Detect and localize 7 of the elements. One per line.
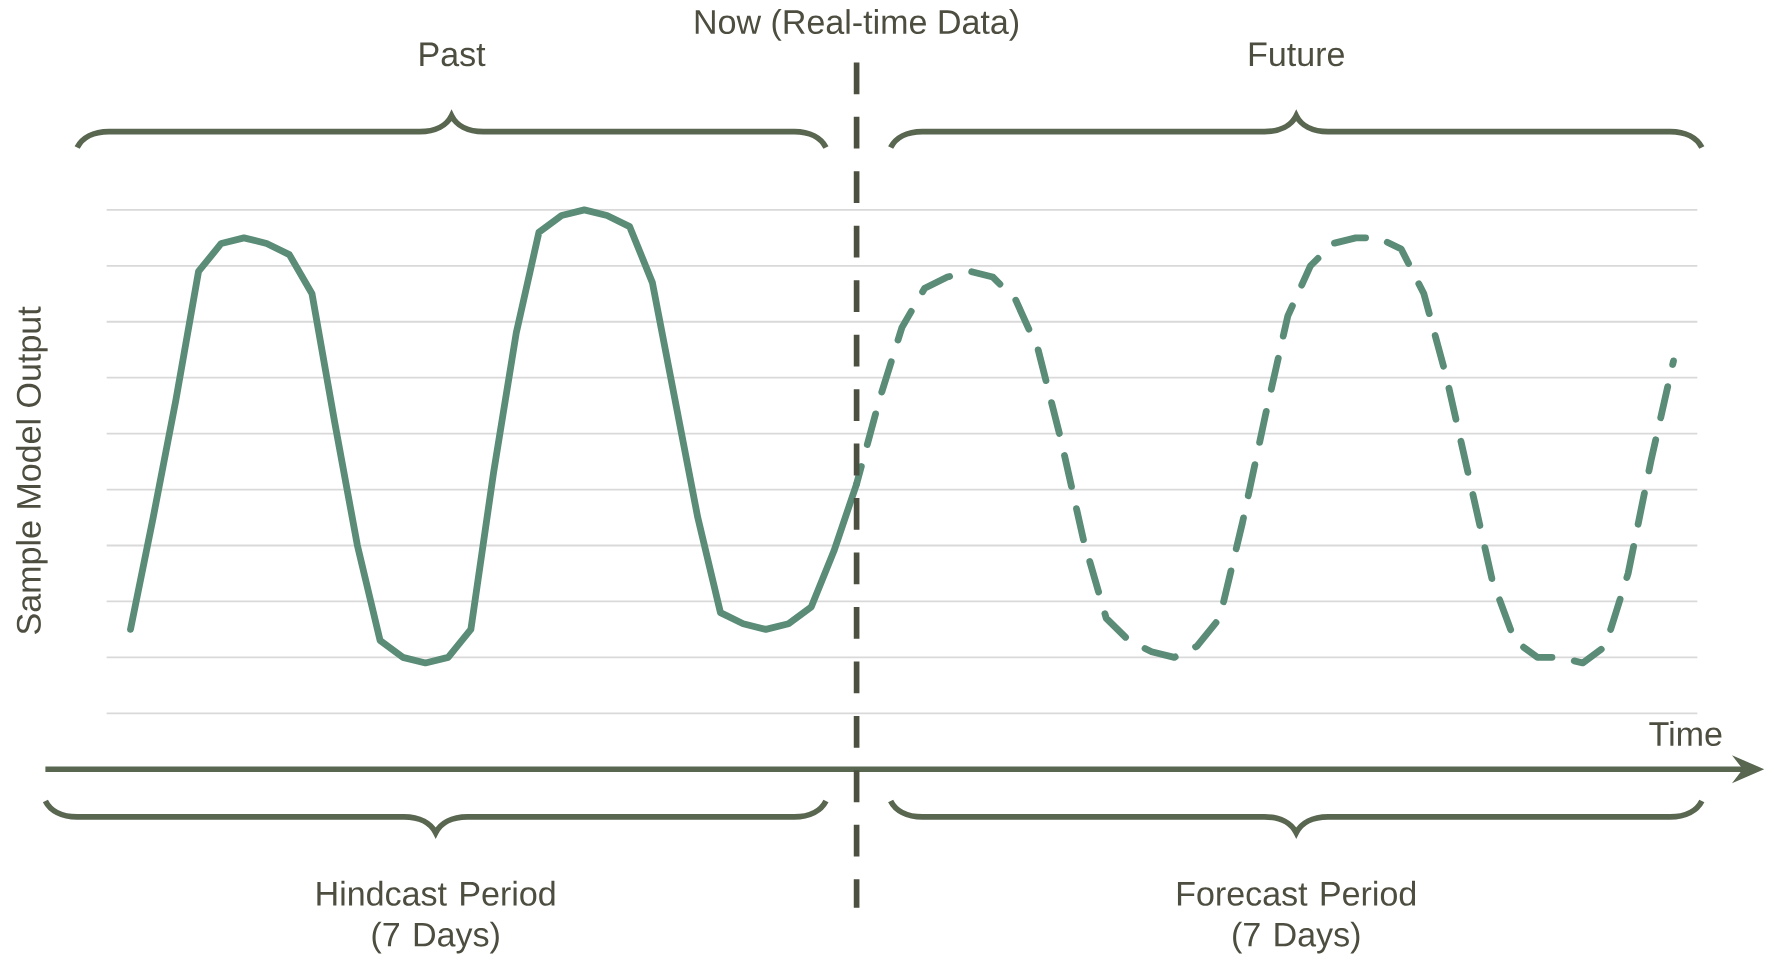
text: Past (420, 42, 486, 67)
text: Now (Real-time Data) (695, 9, 1019, 41)
y-axis-title: Sample Model Output (15, 306, 48, 634)
text: Future (1249, 42, 1344, 67)
text: Forecast Period (7 Days) (1177, 880, 1416, 954)
x-axis-title: Time (1649, 721, 1722, 747)
text: Hindcast Period (7 Days) (317, 880, 555, 954)
